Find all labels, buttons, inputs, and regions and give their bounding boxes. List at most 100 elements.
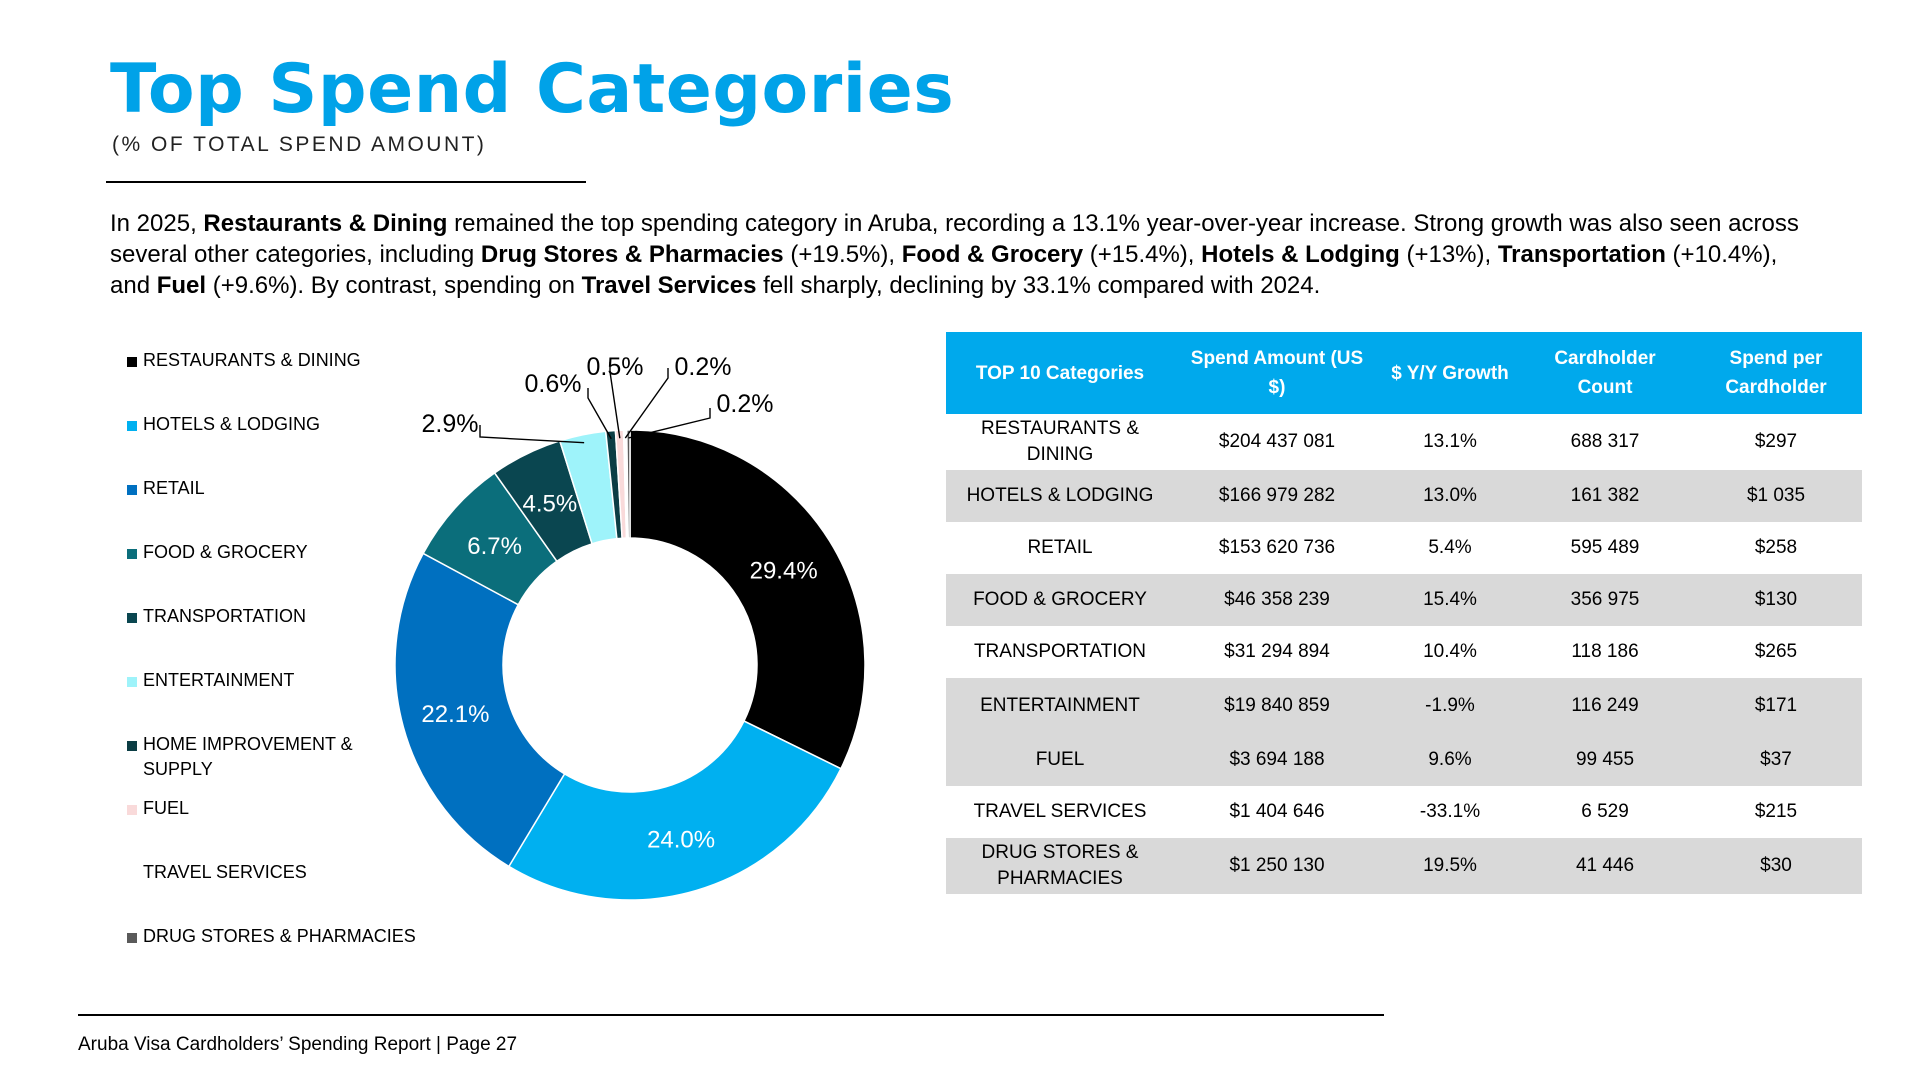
slice-data-label: 6.7%: [467, 533, 522, 560]
slice-data-label: 24.0%: [647, 827, 715, 854]
table-cell: $1 035: [1690, 470, 1862, 522]
category-cell: FUEL: [946, 734, 1174, 786]
legend-swatch: [127, 869, 137, 879]
legend-item: HOME IMPROVEMENT & SUPPLY: [127, 732, 417, 782]
footer-divider: [78, 1014, 1384, 1016]
table-row: DRUG STORES & PHARMACIES $1 250 130 19.5% 4…: [946, 838, 1862, 894]
legend-label: RESTAURANTS & DINING: [143, 350, 361, 370]
legend-label: TRANSPORTATION: [143, 606, 307, 626]
intro-text: In 2025,: [110, 210, 204, 237]
table-header-cell: $ Y/Y Growth: [1380, 332, 1520, 414]
legend-swatch: [127, 805, 137, 815]
page-title: Top Spend Categories: [110, 50, 955, 129]
table-cell: $171: [1690, 678, 1862, 734]
intro-highlight: Fuel: [156, 272, 207, 299]
intro-text: (+19.5%),: [783, 241, 902, 268]
intro-highlight: Travel Services: [581, 272, 757, 299]
table-cell: 19.5%: [1380, 838, 1520, 894]
donut-slice: [507, 720, 842, 901]
legend-label: RETAIL: [143, 478, 205, 498]
legend-label: HOME IMPROVEMENT & SUPPLY: [143, 734, 353, 779]
page-footer: Aruba Visa Cardholders’ Spending Report …: [78, 1034, 518, 1055]
table-cell: 99 455: [1520, 734, 1690, 786]
table-cell: $1 404 646: [1229, 801, 1325, 822]
slice-callout-label: 0.2%: [675, 353, 732, 381]
table-row: FUEL $3 694 188 9.6% 99 455 $37: [946, 734, 1862, 786]
title-divider: [106, 181, 586, 183]
table-cell: $19 840 859: [1174, 678, 1380, 734]
category-cell: DRUG STORES & PHARMACIES: [946, 838, 1174, 894]
slice-data-label: 29.4%: [750, 557, 818, 584]
slice-callout-label: 0.5%: [587, 353, 644, 381]
table-cell: 9.6%: [1380, 734, 1520, 786]
legend-label: HOTELS & LODGING: [143, 414, 321, 434]
table-cell: 15.4%: [1380, 574, 1520, 626]
intro-highlight: Drug Stores & Pharmacies: [480, 241, 784, 268]
intro-text: (+9.6%). By contrast, spending on: [206, 272, 582, 299]
table-cell: -1.9%: [1380, 678, 1520, 734]
table-cell: 6 529: [1581, 801, 1629, 822]
slice-callout-label: 2.9%: [422, 410, 479, 438]
table-cell: $204 437 081: [1218, 431, 1336, 452]
legend-swatch: [127, 613, 137, 623]
donut-slice: [625, 429, 631, 539]
legend-item: RESTAURANTS & DINING: [127, 348, 417, 373]
legend-item: RETAIL: [127, 476, 417, 501]
category-cell: TRANSPORTATION: [973, 641, 1147, 662]
category-cell: RESTAURANTS & DINING: [980, 418, 1139, 465]
table-cell: $31 294 894: [1224, 641, 1330, 662]
table-cell: 595 489: [1570, 537, 1640, 558]
legend-item: FUEL: [127, 796, 417, 821]
legend-label: DRUG STORES & PHARMACIES: [143, 926, 416, 946]
callout-leader-line: [587, 388, 612, 440]
donut-slice: [394, 552, 566, 868]
table-row: TRANSPORTATION $31 294 894 10.4% 118 186 $26…: [946, 626, 1862, 678]
donut-chart: 29.4% 24.0% 22.1% 6.7%4.5% 2.9% 0.6%0.5% 0.2% 0…: [394, 353, 866, 901]
table-cell: $215: [1754, 801, 1798, 822]
table-row: RESTAURANTS & DINING $204 437 081 13.1% 688…: [946, 414, 1862, 470]
category-cell: RETAIL: [1027, 537, 1093, 558]
table-header-cell: Spend per Cardholder: [1690, 332, 1862, 414]
table-header-cell: TOP 10 Categories: [946, 332, 1174, 414]
category-cell: HOTELS & LODGING: [946, 470, 1174, 522]
table-cell: 13.1%: [1423, 431, 1477, 452]
legend-label: TRAVEL SERVICES: [143, 862, 307, 882]
page-subtitle: (% OF TOTAL SPEND AMOUNT): [112, 133, 487, 156]
callout-leader-line: [609, 362, 621, 439]
slice-callout-label: 0.6%: [525, 370, 582, 398]
table-cell: -33.1%: [1419, 801, 1481, 822]
table-cell: 116 249: [1520, 678, 1690, 734]
table-cell: $1 250 130: [1174, 838, 1380, 894]
table-cell: 5.4%: [1428, 537, 1472, 558]
legend-swatch: [127, 549, 137, 559]
top-categories-table: TOP 10 Categories Spend Amount (US $) $ Y/…: [946, 332, 1862, 894]
intro-text: remained the top spending category in Ar…: [110, 210, 1799, 268]
legend-item: FOOD & GROCERY: [127, 540, 417, 565]
table-cell: $258: [1754, 537, 1798, 558]
legend-item: TRAVEL SERVICES: [127, 860, 417, 885]
legend-item: TRANSPORTATION: [127, 604, 417, 629]
callout-leader-line: [628, 408, 711, 439]
table-cell: $3 694 188: [1174, 734, 1380, 786]
legend-swatch: [127, 485, 137, 495]
intro-highlight: Restaurants & Dining: [203, 210, 448, 237]
table-cell: $46 358 239: [1174, 574, 1380, 626]
legend-label: FUEL: [143, 798, 190, 818]
table-row: ENTERTAINMENT $19 840 859 -1.9% 116 249 $171: [946, 678, 1862, 734]
table-row: FOOD & GROCERY $46 358 239 15.4% 356 975 $13…: [946, 574, 1862, 626]
table-cell: $265: [1754, 641, 1798, 662]
legend-label: FOOD & GROCERY: [143, 542, 308, 562]
table-cell: 10.4%: [1423, 641, 1477, 662]
intro-highlight: Hotels & Lodging: [1201, 241, 1400, 268]
table-cell: $37: [1690, 734, 1862, 786]
intro-text: fell sharply, declining by 33.1% compare…: [756, 272, 1321, 299]
callout-leader-line: [479, 425, 585, 444]
legend-item: DRUG STORES & PHARMACIES: [127, 924, 417, 949]
legend-swatch: [127, 357, 137, 367]
table-cell: 118 186: [1571, 641, 1639, 662]
intro-text: (+10.4%), and: [110, 241, 1778, 299]
table-cell: 356 975: [1520, 574, 1690, 626]
table-header-row: TOP 10 Categories Spend Amount (US $) $ Y/…: [946, 332, 1862, 414]
table-cell: $297: [1754, 431, 1798, 452]
intro-text: (+15.4%),: [1083, 241, 1202, 268]
